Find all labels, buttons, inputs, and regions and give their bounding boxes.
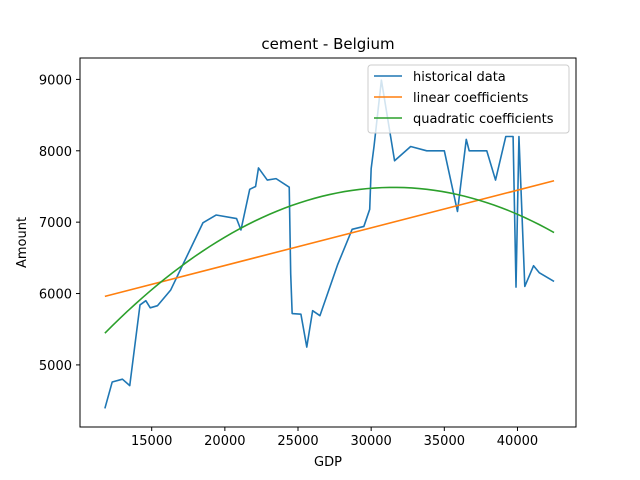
y-tick-label: 8000 <box>39 145 72 160</box>
y-tick-label: 6000 <box>39 288 72 303</box>
x-tick-label: 35000 <box>424 434 465 449</box>
y-tick-label: 9000 <box>39 73 72 88</box>
series-line-2 <box>104 186 555 334</box>
x-tick-label: 40000 <box>497 434 538 449</box>
x-axis-label: GDP <box>314 455 342 470</box>
legend-box <box>367 64 570 134</box>
legend-label: linear coefficients <box>413 91 529 106</box>
y-tick-label: 5000 <box>39 359 72 374</box>
series-layer <box>104 79 555 409</box>
plot-frame <box>79 57 577 428</box>
x-tick-label: 30000 <box>350 434 391 449</box>
y-tick-label: 7000 <box>39 216 72 231</box>
x-tick-label: 25000 <box>277 434 318 449</box>
y-axis-label: Amount <box>15 217 30 268</box>
series-line-0 <box>104 79 555 409</box>
legend-label: historical data <box>413 70 506 85</box>
x-tick-label: 20000 <box>204 434 245 449</box>
legend-label: quadratic coefficients <box>413 112 554 127</box>
x-tick-label: 15000 <box>131 434 172 449</box>
x-axis: 15000 20000 25000 30000 35000 40000 <box>131 427 538 449</box>
y-axis: 5000 6000 7000 8000 9000 <box>39 73 80 374</box>
legend: historical data linear coefficients quadra… <box>367 64 570 134</box>
chart-title: cement - Belgium <box>261 35 394 53</box>
